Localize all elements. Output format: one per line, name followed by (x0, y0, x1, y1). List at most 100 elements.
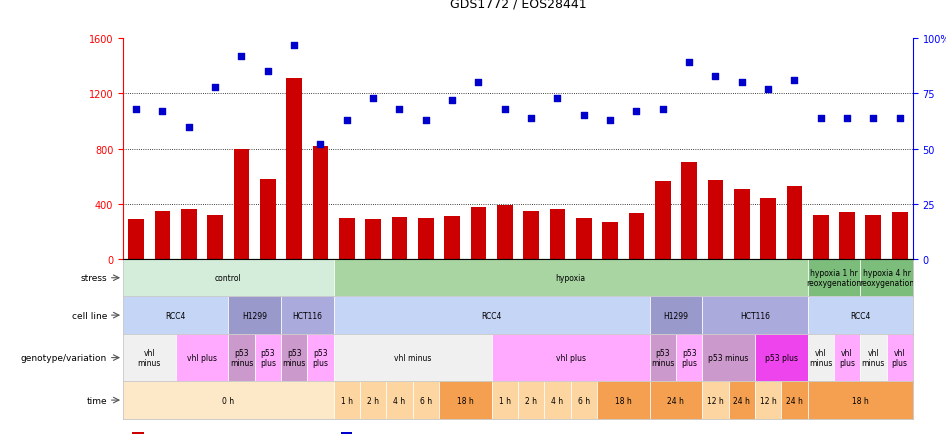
Bar (129, 220, 144, 260)
Bar (307, 334, 334, 381)
Bar (808, 334, 834, 381)
Point (445, 97, 460, 104)
Point (234, 53, 249, 60)
Point (287, 42, 302, 49)
Bar (412, 381, 439, 419)
Text: H1299: H1299 (242, 311, 267, 320)
Point (498, 106, 513, 113)
Point (155, 108, 170, 115)
Text: 24 h: 24 h (786, 396, 803, 404)
Bar (886, 334, 913, 381)
Text: 6 h: 6 h (578, 396, 589, 404)
Point (313, 141, 328, 148)
Bar (492, 381, 518, 419)
Text: 2 h: 2 h (367, 396, 379, 404)
Text: vhl minus: vhl minus (394, 353, 431, 362)
Bar (808, 260, 860, 297)
Text: p53
plus: p53 plus (312, 349, 328, 367)
Text: p53
minus: p53 minus (230, 349, 254, 367)
Bar (702, 334, 755, 381)
Text: hypoxia 1 hr
reoxygenation: hypoxia 1 hr reoxygenation (806, 269, 862, 287)
Bar (470, 207, 486, 260)
Bar (445, 217, 460, 260)
Point (471, 80, 486, 87)
Text: HCT116: HCT116 (292, 311, 323, 320)
Point (603, 117, 618, 124)
Text: p53
minus: p53 minus (283, 349, 306, 367)
Bar (734, 189, 749, 260)
Bar (334, 297, 650, 334)
Point (629, 108, 644, 115)
Point (207, 84, 222, 91)
Text: p53 plus: p53 plus (764, 353, 797, 362)
Bar (702, 381, 728, 419)
Point (418, 117, 433, 124)
Text: control: control (215, 273, 241, 283)
Bar (708, 181, 724, 260)
Text: vhl
plus: vhl plus (892, 349, 908, 367)
Text: RCC4: RCC4 (850, 311, 870, 320)
Point (182, 124, 197, 131)
Bar (123, 260, 334, 297)
Bar (570, 381, 597, 419)
Point (814, 115, 829, 122)
Point (340, 117, 355, 124)
Point (550, 95, 565, 102)
Point (392, 106, 407, 113)
Bar (650, 334, 675, 381)
Point (761, 86, 776, 93)
Bar (550, 210, 566, 260)
Point (365, 95, 380, 102)
Text: 18 h: 18 h (851, 396, 868, 404)
Point (129, 106, 144, 113)
Text: 18 h: 18 h (615, 396, 632, 404)
Bar (334, 381, 359, 419)
Bar (281, 334, 307, 381)
Text: vhl
minus: vhl minus (862, 349, 885, 367)
Bar (359, 381, 386, 419)
Text: 1 h: 1 h (499, 396, 511, 404)
Text: vhl plus: vhl plus (187, 353, 217, 362)
Bar (813, 215, 829, 260)
Bar (628, 214, 644, 260)
Text: stress: stress (80, 273, 107, 283)
Bar (123, 297, 228, 334)
Text: vhl plus: vhl plus (555, 353, 586, 362)
Bar (603, 222, 618, 260)
Bar (392, 217, 408, 260)
Point (708, 73, 723, 80)
Bar (675, 334, 702, 381)
Bar (523, 212, 539, 260)
Bar (207, 215, 223, 260)
Text: 6 h: 6 h (420, 396, 431, 404)
Text: RCC4: RCC4 (482, 311, 501, 320)
Point (839, 115, 854, 122)
Bar (761, 199, 776, 260)
Bar (228, 297, 281, 334)
Point (734, 80, 749, 87)
Point (576, 113, 591, 120)
Bar (860, 334, 886, 381)
Text: vhl
minus: vhl minus (809, 349, 832, 367)
Bar (254, 334, 281, 381)
Text: 1 h: 1 h (341, 396, 353, 404)
Text: 12 h: 12 h (707, 396, 724, 404)
Bar (839, 213, 855, 260)
Bar (123, 334, 176, 381)
Bar (234, 149, 250, 260)
Bar (597, 381, 650, 419)
Bar (281, 297, 334, 334)
Bar (439, 381, 492, 419)
Text: vhl
minus: vhl minus (137, 349, 161, 367)
Bar (287, 79, 302, 260)
Text: HCT116: HCT116 (740, 311, 770, 320)
Point (656, 106, 671, 113)
Text: genotype/variation: genotype/variation (21, 353, 107, 362)
Text: 0 h: 0 h (222, 396, 235, 404)
Text: time: time (86, 396, 107, 404)
Bar (497, 206, 513, 260)
Text: hypoxia: hypoxia (555, 273, 586, 283)
Bar (176, 334, 228, 381)
Text: GDS1772 / EOS28441: GDS1772 / EOS28441 (449, 0, 587, 11)
Bar (181, 210, 197, 260)
